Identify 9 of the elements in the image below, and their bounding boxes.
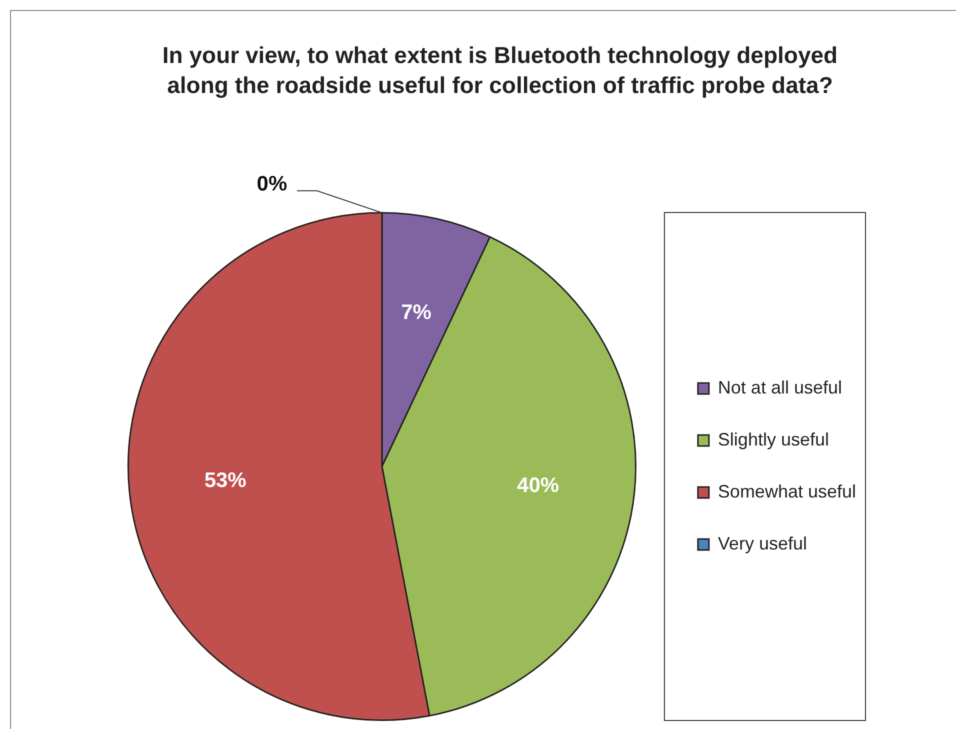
data-label: 40% <box>517 474 560 498</box>
legend-label: Somewhat useful <box>718 481 856 502</box>
data-label: 7% <box>401 300 432 324</box>
data-label: 53% <box>204 469 247 492</box>
text: 0% <box>256 172 288 196</box>
legend-label: Very useful <box>718 533 807 554</box>
chart-title: In your view, to what extent is Bluetooth technology deployed along the roadside useful for collection of traffic probe data? <box>161 41 839 100</box>
legend-label: Slightly useful <box>718 429 829 450</box>
legend-label: Not at all useful <box>718 377 842 398</box>
